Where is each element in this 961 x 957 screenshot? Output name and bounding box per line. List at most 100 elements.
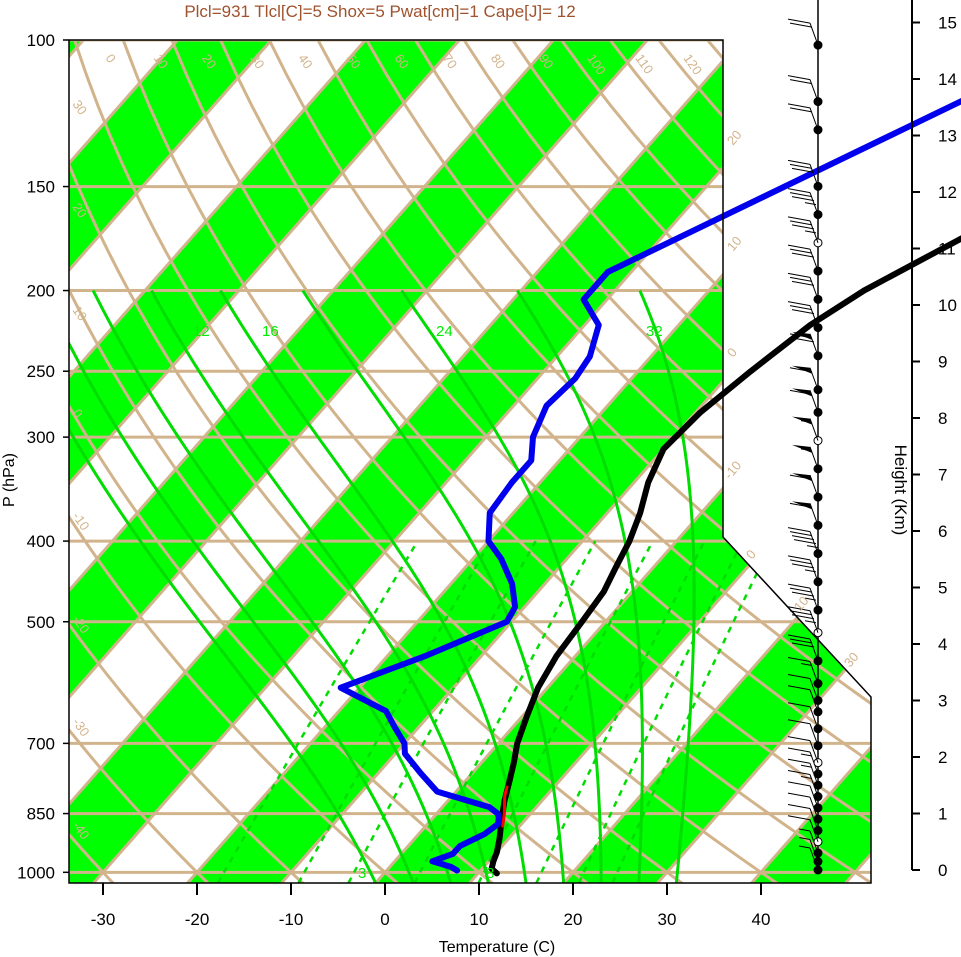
pressure-tick-label: 850 [27,805,55,824]
mixing-ratio-line [611,540,774,883]
wind-barb [787,719,823,751]
isotherm-line [69,40,720,883]
height-tick-label: 11 [938,240,956,259]
moist-adiabat-line [516,289,644,883]
parcel-profile [501,785,509,828]
wind-barb-halfflag [804,230,817,234]
wind-barb [787,18,823,50]
height-tick-label: 13 [938,127,957,146]
wind-barb-halfflag [800,776,813,780]
mixing-ratio-label: 8 [486,865,494,882]
plot-area [68,39,961,884]
mixing-ratio-line [347,540,537,883]
height-tick-label: 3 [938,692,947,711]
wind-barb-flag [789,587,813,593]
wind-barb-shaft [809,446,819,470]
wind-barb-flag [789,107,813,113]
wind-barb [789,365,823,395]
wind-barb-flag [787,674,811,679]
wind-barb [787,555,823,587]
wind-barb-flag [791,224,815,230]
temperature-tick-label: 30 [658,910,677,929]
wind-barb-flag [791,252,815,258]
isotherm-label: 20 [199,51,220,71]
isotherm-label: 80 [488,51,509,71]
pressure-tick-label: 1000 [17,863,55,882]
wind-barb-flag [789,610,813,616]
wind-barb-shaft [809,107,819,131]
dry-adiabat-line [141,40,871,883]
temperature-profile [488,235,961,877]
wind-barb [787,657,823,689]
wind-barb-flag [787,159,811,165]
wind-barb-flag [791,614,815,620]
isotherm-band [69,40,719,883]
mixing-ratio-label: 3 [358,865,366,882]
wind-barb-shaft [809,503,819,526]
wind-barb [787,702,823,734]
mixing-ratio-line [577,540,744,883]
wind-barb-flag [789,276,813,282]
wind-barb-flag [787,815,811,821]
wind-barb [787,527,823,559]
moist-adiabat-line [69,289,415,883]
wind-barb-halfflag [798,845,811,849]
height-tick-label: 10 [938,296,957,315]
height-tick-label: 6 [938,522,947,541]
wind-barb [787,758,823,790]
isotherm-line [729,40,871,883]
mixing-ratio-label: 16 [262,323,279,340]
wind-barb-flag [789,474,813,480]
dry-adiabat-line [278,40,871,883]
plot-border [68,39,872,884]
wind-barb-halfflag [800,764,813,768]
isotherm-line [69,40,250,883]
wind-barb-flag [791,196,815,202]
wind-barb-halfflag [798,837,811,841]
wind-barb-halfflag [798,828,811,832]
temperature-tick-label: 20 [564,910,583,929]
mixing-ratio-line [477,540,654,883]
dry-adiabat-line [69,40,234,883]
wind-barb-flag [789,163,813,169]
wind-barb-flag [791,563,815,569]
wind-barb-flag [787,657,811,663]
pressure-tick-label: 700 [27,734,55,753]
wind-barb-flag [789,192,813,198]
temperature-tick-label: -20 [185,910,210,929]
wind-barb-shaft [809,79,819,102]
temperature-tick-label: -30 [91,910,116,929]
mixing-ratio-label: 24 [436,323,453,340]
wind-barb [792,444,823,474]
isotherm-band [542,40,871,883]
height-tick-label: 4 [938,635,947,654]
wind-barb-flag [789,333,813,339]
dry-adiabat-line [69,40,330,883]
wind-barb-flag [787,792,811,798]
x-axis-title: Temperature (C) [439,939,555,956]
wind-barb-flag [787,103,811,109]
temperature-tick-label: -10 [279,910,304,929]
wind-barb-halfflag [804,597,817,601]
wind-barb [787,272,823,304]
wind-barb-flag [787,758,811,764]
isotherm-label: 40 [295,51,316,71]
isotherm-line [69,40,626,883]
dry-adiabat-line [69,40,717,883]
wind-barb [787,301,823,333]
wind-barb [789,331,823,361]
isotherm-line [69,40,344,883]
wind-barb-shaft [809,248,819,272]
wind-barb-flag [789,79,813,85]
wind-barb-flag [791,591,815,597]
isotherm-band [730,40,871,883]
chart-title: Plcl=931 Tlcl[C]=5 Shox=5 Pwat[cm]=1 Cap… [184,2,575,21]
wind-barb-halfflag [800,420,813,424]
wind-barb-flag [787,301,811,307]
wind-barb-flag [789,559,813,565]
dry-adiabat-line [69,40,137,883]
wind-barb [787,159,823,191]
isotherm-label: -10 [70,509,93,533]
